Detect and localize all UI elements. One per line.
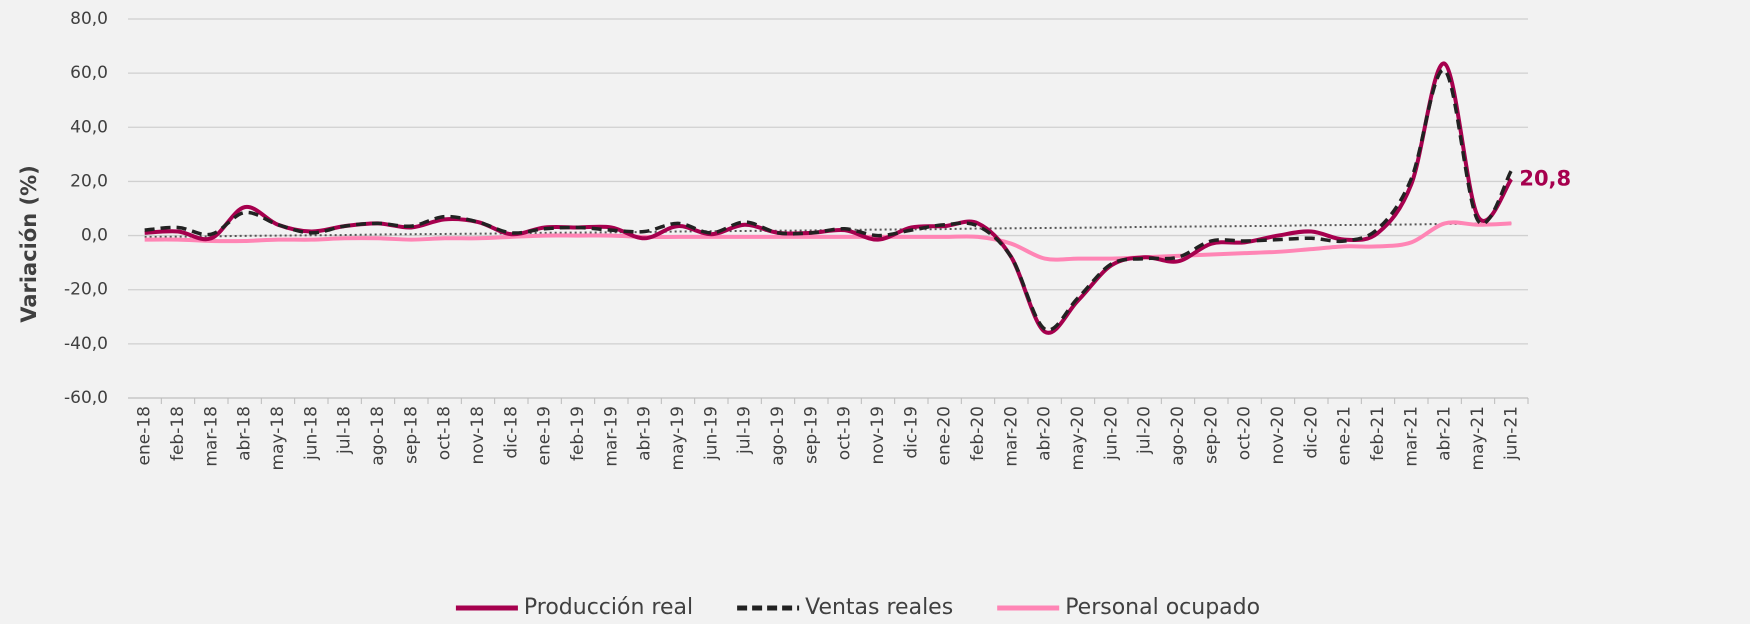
x-tick-label: mar-20 (1001, 406, 1021, 467)
y-tick-label: 80,0 (70, 9, 108, 29)
x-tick-label: feb-21 (1368, 406, 1388, 461)
y-tick-label: -60,0 (64, 388, 108, 408)
x-tick-label: jun-20 (1101, 406, 1121, 461)
x-tick-label: mar-21 (1401, 406, 1421, 467)
x-tick-label: ene-19 (535, 406, 555, 465)
y-tick-label: -40,0 (64, 334, 108, 354)
x-tick-label: oct-18 (435, 406, 455, 460)
y-tick-label: 40,0 (70, 117, 108, 137)
x-tick-label: sep-20 (1201, 406, 1221, 464)
x-tick-label: jun-18 (301, 406, 321, 461)
x-tick-label: ago-18 (368, 406, 388, 466)
data-label: 20,8 (1519, 166, 1571, 190)
x-tick-label: may-21 (1468, 406, 1488, 471)
x-tick-label: jul-18 (335, 406, 355, 455)
x-tick-label: jul-20 (1135, 406, 1155, 455)
x-tick-label: dic-18 (501, 406, 521, 459)
x-tick-label: jun-21 (1501, 406, 1521, 461)
x-tick-label: nov-19 (868, 406, 888, 465)
x-tick-label: abr-19 (635, 406, 655, 461)
x-tick-label: feb-20 (968, 406, 988, 461)
x-tick-label: nov-18 (468, 406, 488, 465)
x-tick-label: ago-20 (1168, 406, 1188, 466)
series-line (144, 68, 1513, 332)
y-axis-label: Variación (%) (17, 165, 41, 323)
y-tick-label: 0,0 (81, 226, 108, 246)
x-tick-label: abr-21 (1435, 406, 1455, 461)
x-tick-label: nov-20 (1268, 406, 1288, 465)
x-tick-label: abr-20 (1035, 406, 1055, 461)
x-tick-label: feb-19 (568, 406, 588, 461)
x-tick-label: oct-19 (835, 406, 855, 460)
trend-line (144, 222, 1512, 238)
x-tick-label: ene-18 (135, 406, 155, 465)
legend-label: Personal ocupado (1065, 595, 1260, 620)
x-tick-label: ene-21 (1335, 406, 1355, 465)
legend-label: Producción real (524, 595, 693, 620)
y-tick-label: -20,0 (64, 280, 108, 300)
x-tick-label: abr-18 (235, 406, 255, 461)
legend-label: Ventas reales (805, 595, 953, 620)
series-line (144, 61, 1513, 335)
x-tick-label: may-19 (668, 406, 688, 471)
x-tick-label: dic-20 (1301, 406, 1321, 459)
x-tick-label: ago-19 (768, 406, 788, 466)
x-tick-label: ene-20 (935, 406, 955, 465)
x-tick-label: sep-19 (801, 406, 821, 464)
x-tick-label: sep-18 (401, 406, 421, 464)
series-line (144, 220, 1512, 262)
x-tick-label: mar-19 (601, 406, 621, 467)
x-tick-label: may-18 (268, 406, 288, 471)
x-tick-label: feb-18 (168, 406, 188, 461)
x-tick-label: jul-19 (735, 406, 755, 455)
x-tick-label: may-20 (1068, 406, 1088, 471)
x-tick-label: dic-19 (901, 406, 921, 459)
y-tick-label: 20,0 (70, 171, 108, 191)
x-tick-label: jun-19 (701, 406, 721, 461)
x-tick-label: mar-18 (201, 406, 221, 467)
x-tick-label: oct-20 (1235, 406, 1255, 460)
y-tick-label: 60,0 (70, 63, 108, 83)
